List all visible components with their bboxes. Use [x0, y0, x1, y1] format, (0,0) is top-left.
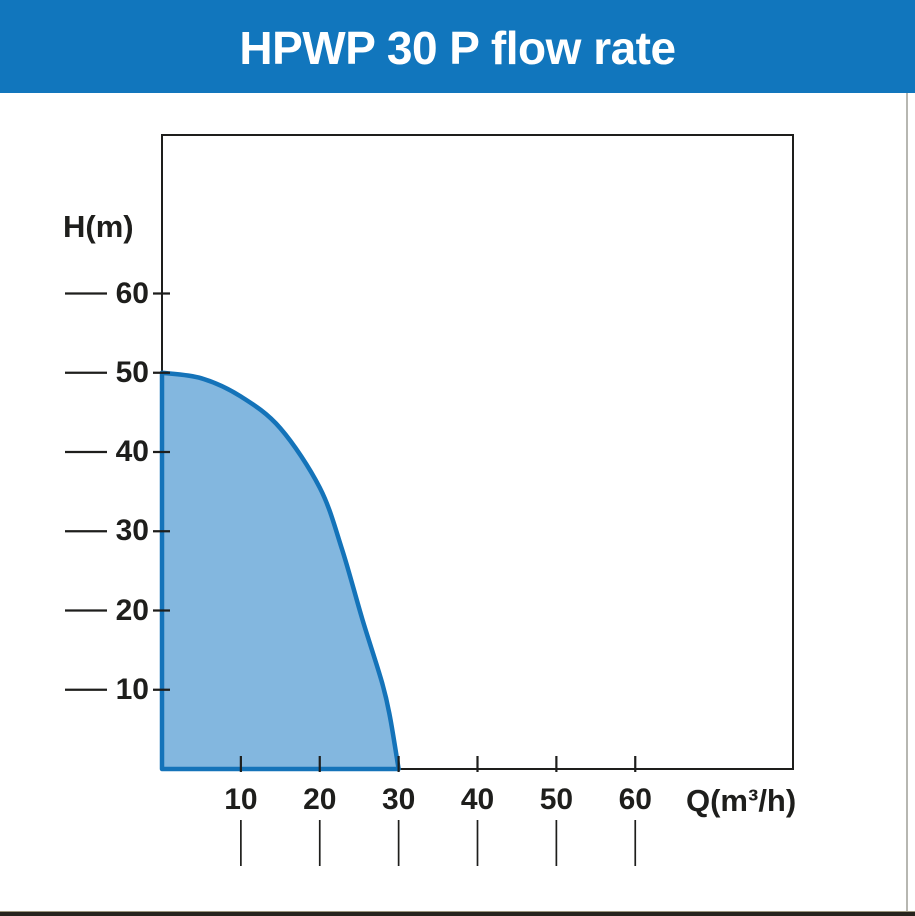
x-tick-label: 60: [618, 783, 652, 816]
x-axis-label: Q(m³/h): [686, 783, 797, 818]
chart-title: HPWP 30 P flow rate: [239, 21, 676, 74]
x-tick-label: 10: [224, 783, 258, 816]
y-tick-label: 50: [115, 355, 149, 389]
x-tick-label: 40: [460, 783, 495, 816]
x-tick-label: 30: [381, 783, 416, 816]
title-bar: HPWP 30 P flow rate: [0, 0, 915, 93]
page-edge-line: [906, 93, 908, 911]
flow-curve-area: [159, 370, 401, 772]
bottom-strip: [0, 911, 915, 916]
y-axis-label: H(m): [63, 209, 134, 244]
y-tick-label: 30: [115, 514, 149, 548]
y-tick-label: 10: [115, 672, 149, 706]
y-tick-label: 40: [115, 435, 149, 468]
y-tick-label: 20: [115, 593, 149, 627]
x-tick-label: 50: [539, 783, 574, 816]
x-tick-label: 20: [303, 783, 337, 816]
y-tick-label: 60: [115, 276, 149, 310]
